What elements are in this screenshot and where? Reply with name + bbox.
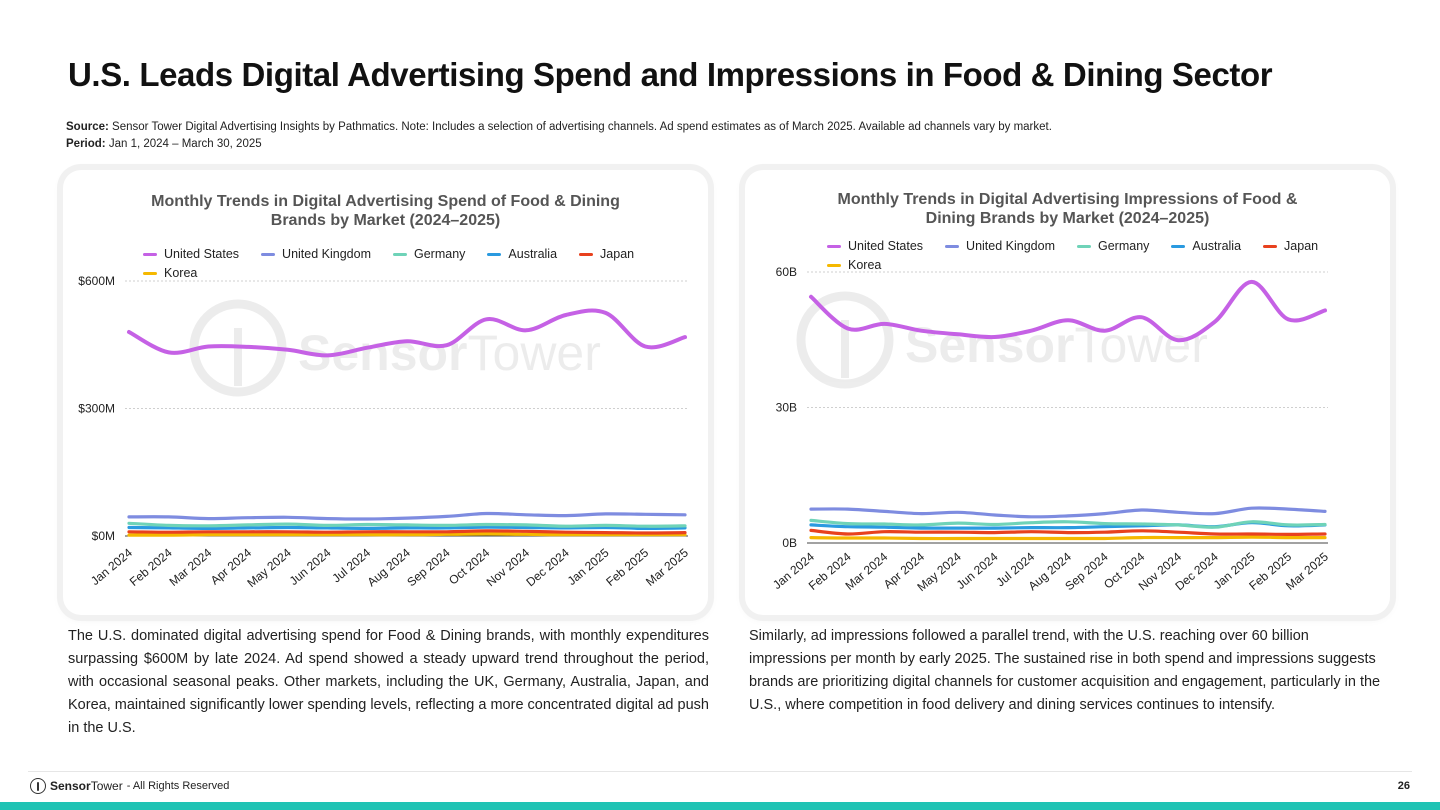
legend-label: United States [848, 239, 924, 253]
sensor-tower-logo-icon [30, 778, 46, 794]
legend-swatch [1263, 245, 1278, 248]
legend-item-japan: Japan [579, 246, 634, 263]
x-tick-label: Jun 2024 [954, 549, 1001, 592]
legend-label: Germany [1098, 239, 1150, 253]
impressions-chart-title: Monthly Trends in Digital Advertising Im… [837, 191, 1298, 227]
legend-label: Australia [1192, 239, 1242, 253]
period-note: Period: Jan 1, 2024 – March 30, 2025 [66, 138, 262, 150]
legend-label: United States [164, 247, 240, 261]
spend-chart-legend: United States United Kingdom Germany Austra… [143, 246, 703, 282]
series-line-united-kingdom [809, 506, 1327, 519]
legend-item-korea: Korea [827, 257, 881, 274]
legend-label: United Kingdom [282, 247, 371, 261]
legend-label: United Kingdom [966, 239, 1055, 253]
source-note: Source: Sensor Tower Digital Advertising… [66, 121, 1052, 133]
svg-text:SensorTower: SensorTower [298, 325, 601, 381]
legend-swatch [579, 253, 594, 256]
x-tick-label: Sep 2024 [404, 545, 453, 589]
legend-item-australia: Australia [1171, 238, 1241, 255]
watermark-logo: SensorTower [796, 291, 1208, 389]
legend-swatch [143, 272, 157, 275]
legend-label: Japan [1284, 239, 1319, 253]
x-tick-label: Jan 2024 [88, 545, 135, 588]
legend-swatch [393, 253, 407, 256]
x-tick-label: Dec 2024 [523, 545, 572, 589]
legend-swatch [945, 245, 960, 248]
legend-swatch [1077, 245, 1091, 248]
period-label: Period: [66, 138, 106, 150]
legend-item-united-states: United States [827, 238, 923, 255]
y-tick-label: 30B [776, 401, 797, 415]
series-line-united-states [809, 279, 1327, 343]
legend-label: Korea [164, 266, 198, 280]
x-tick-label: Jun 2024 [287, 545, 334, 588]
y-tick-label: $0M [92, 529, 115, 543]
legend-swatch [261, 253, 276, 256]
source-label: Source: [66, 121, 109, 133]
y-tick-label: 60B [776, 265, 797, 279]
legend-item-australia: Australia [487, 246, 557, 263]
page-number: 26 [1397, 780, 1410, 792]
y-tick-label: 0B [782, 536, 797, 550]
footer-divider [28, 771, 1412, 772]
legend-swatch [827, 245, 841, 248]
period-text: Jan 1, 2024 – March 30, 2025 [108, 138, 262, 150]
x-tick-label: Aug 2024 [365, 545, 414, 589]
legend-swatch [827, 264, 841, 267]
footer-brand-text: SensorTower [50, 779, 123, 793]
x-tick-label: Feb 2024 [127, 545, 175, 589]
legend-swatch [1171, 245, 1186, 248]
spend-commentary: The U.S. dominated digital advertising s… [68, 628, 709, 736]
series-line-germany [127, 521, 687, 528]
x-tick-label: Nov 2024 [484, 545, 533, 589]
page-title: U.S. Leads Digital Advertising Spend and… [68, 56, 1273, 93]
svg-text:SensorTower: SensorTower [905, 317, 1208, 373]
y-tick-label: $600M [78, 274, 115, 288]
spend-chart-title: Monthly Trends in Digital Advertising Sp… [151, 193, 620, 229]
legend-item-germany: Germany [1077, 238, 1149, 255]
series-line-korea [809, 535, 1327, 541]
legend-item-united-states: United States [143, 246, 239, 263]
series-line-australia [127, 525, 687, 530]
impressions-commentary: Similarly, ad impressions followed a par… [749, 628, 1381, 713]
series-line-japan [809, 528, 1327, 536]
source-text: Sensor Tower Digital Advertising Insight… [112, 121, 1052, 133]
legend-label: Australia [508, 247, 558, 261]
series-line-korea [127, 532, 687, 537]
x-tick-label: May 2024 [244, 545, 294, 590]
legend-label: Korea [848, 258, 882, 272]
impressions-chart-card: SensorTower 0B 30B 60B Jan 2024 Feb 2024 Mar 2… [745, 170, 1390, 615]
legend-swatch [487, 253, 502, 256]
series-line-germany [809, 518, 1327, 529]
impressions-chart-legend: United States United Kingdom Germany Austra… [827, 238, 1347, 274]
watermark-logo: SensorTower [189, 299, 601, 397]
footer-rights: - All Rights Reserved [126, 780, 230, 792]
x-tick-label: Jan 2025 [565, 545, 612, 588]
legend-item-germany: Germany [393, 246, 465, 263]
x-tick-label: Feb 2025 [603, 545, 651, 589]
legend-label: Japan [600, 247, 635, 261]
legend-item-korea: Korea [143, 265, 197, 282]
series-line-united-kingdom [127, 511, 687, 521]
footer-accent-bar [0, 802, 1440, 810]
series-line-japan [127, 529, 687, 535]
footer-brand: SensorTower - All Rights Reserved [30, 778, 229, 794]
y-tick-label: $300M [78, 402, 115, 416]
legend-item-japan: Japan [1263, 238, 1318, 255]
spend-chart-card: SensorTower $0M $300M $600M Jan 2024 Feb 2024… [63, 170, 708, 615]
legend-item-united-kingdom: United Kingdom [945, 238, 1055, 255]
legend-item-united-kingdom: United Kingdom [261, 246, 371, 263]
legend-swatch [143, 253, 157, 256]
x-tick-label: Mar 2024 [167, 545, 215, 589]
series-line-united-states [127, 308, 687, 358]
legend-label: Germany [414, 247, 466, 261]
x-tick-label: Mar 2025 [643, 545, 691, 589]
